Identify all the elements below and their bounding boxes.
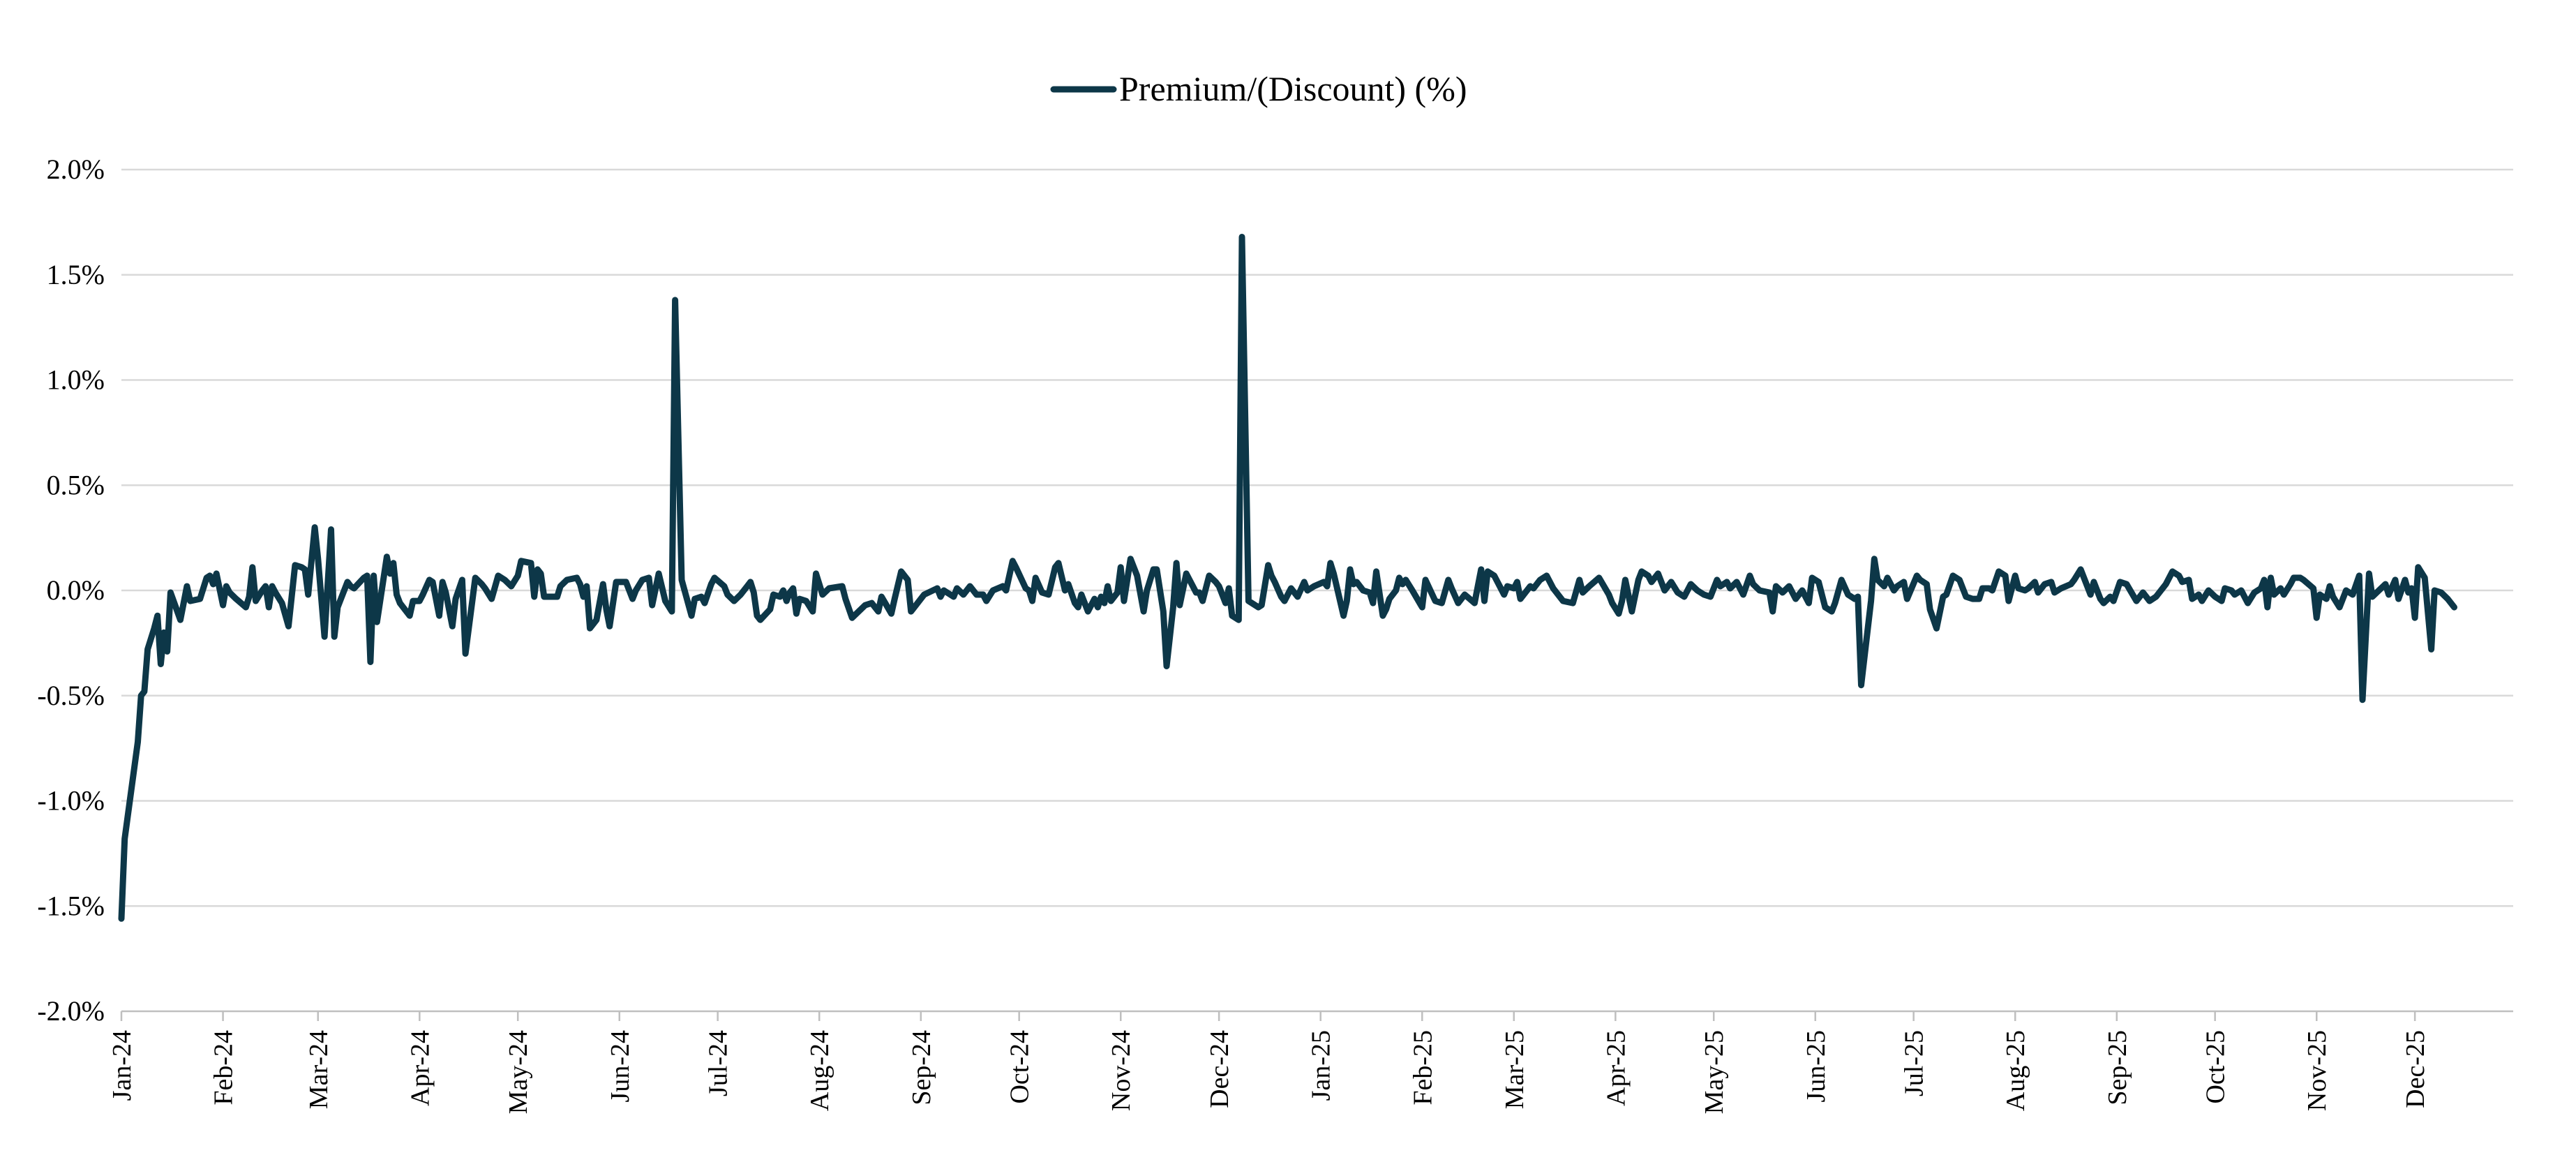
x-tick-label: Oct-25: [2201, 1030, 2231, 1104]
x-tick-label: Mar-24: [304, 1030, 334, 1109]
x-tick-label: Jul-25: [1900, 1030, 1929, 1096]
y-axis-tick-labels: 2.0% 1.5% 1.0% 0.5% 0.0% -0.5% -1.0% -1.5% -2.0%: [37, 154, 105, 1027]
x-tick-label: Jul-24: [704, 1030, 733, 1096]
y-tick-label: 0.0%: [47, 574, 105, 606]
x-tick-label: Sep-24: [907, 1030, 936, 1105]
x-tick-label: Nov-25: [2302, 1030, 2332, 1111]
y-tick-label: -2.0%: [37, 995, 105, 1027]
x-tick-label: Apr-24: [405, 1030, 435, 1106]
y-tick-label: -0.5%: [37, 680, 105, 711]
x-tick-label: Jun-25: [1802, 1030, 1831, 1102]
x-tick-label: Nov-24: [1107, 1030, 1136, 1111]
y-tick-label: 2.0%: [47, 154, 105, 185]
legend: Premium/(Discount) (%): [1050, 69, 1467, 108]
x-tick-label: May-25: [1700, 1030, 1729, 1114]
legend-label: Premium/(Discount) (%): [1119, 69, 1467, 108]
premium-discount-series-line: [118, 234, 2457, 922]
x-tick-label: Jan-25: [1307, 1030, 1336, 1101]
x-tick-label: Dec-24: [1205, 1030, 1234, 1108]
x-tick-label: Feb-25: [1408, 1030, 1437, 1105]
x-tick-label: Aug-25: [2001, 1030, 2030, 1111]
x-tick-label: Aug-24: [805, 1030, 834, 1111]
x-tick-label: Oct-24: [1005, 1030, 1035, 1104]
gridlines: [121, 168, 2513, 907]
x-tick-label: Jan-24: [107, 1030, 137, 1101]
x-tick-label: May-24: [504, 1030, 533, 1114]
series-layer: [118, 234, 2457, 922]
y-tick-label: -1.5%: [37, 890, 105, 921]
y-tick-label: -1.0%: [37, 785, 105, 817]
x-tick-label: Dec-25: [2401, 1030, 2430, 1108]
x-tick-label: Jun-24: [606, 1030, 635, 1102]
x-tick-label: Mar-25: [1500, 1030, 1529, 1109]
y-tick-label: 0.5%: [47, 469, 105, 500]
x-tick-label: Apr-25: [1601, 1030, 1631, 1106]
y-tick-label: 1.5%: [47, 259, 105, 290]
x-tick-label: Sep-25: [2103, 1030, 2132, 1105]
x-tick-label: Feb-24: [209, 1030, 239, 1105]
x-axis: Jan-24 Feb-24 Mar-24 Apr-24 May-24 Jun-24 Jul-…: [107, 1010, 2513, 1114]
y-tick-label: 1.0%: [47, 364, 105, 396]
